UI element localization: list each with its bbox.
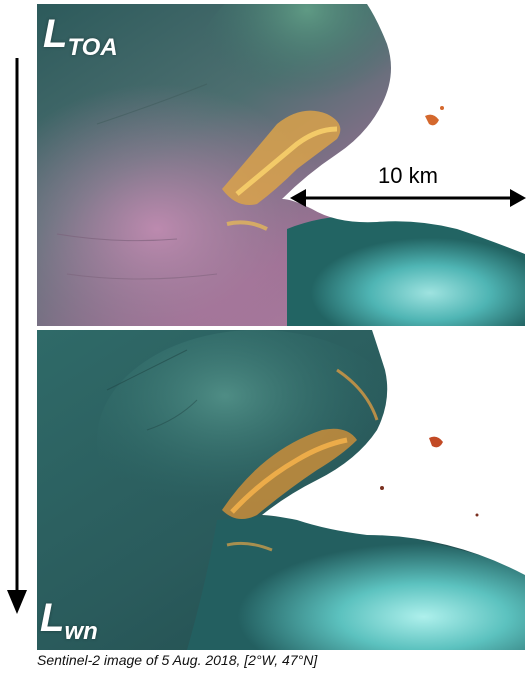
scale-bar-double-arrow-icon — [290, 189, 526, 207]
toa-image-panel — [37, 4, 525, 326]
lwn-label: Lwn — [40, 596, 98, 644]
toa-label-main: L — [43, 12, 68, 56]
lwn-label-main: L — [40, 596, 65, 640]
lwn-satellite-image — [37, 330, 525, 650]
lwn-image-panel — [37, 330, 525, 650]
image-caption: Sentinel-2 image of 5 Aug. 2018, [2°W, 4… — [37, 652, 318, 668]
scale-bar-label: 10 km — [378, 163, 438, 188]
toa-label: LTOA — [43, 12, 118, 60]
toa-satellite-image — [37, 4, 525, 326]
vertical-arrow-icon — [7, 58, 27, 614]
lwn-label-subscript: wn — [64, 618, 98, 645]
toa-label-subscript: TOA — [67, 34, 118, 61]
